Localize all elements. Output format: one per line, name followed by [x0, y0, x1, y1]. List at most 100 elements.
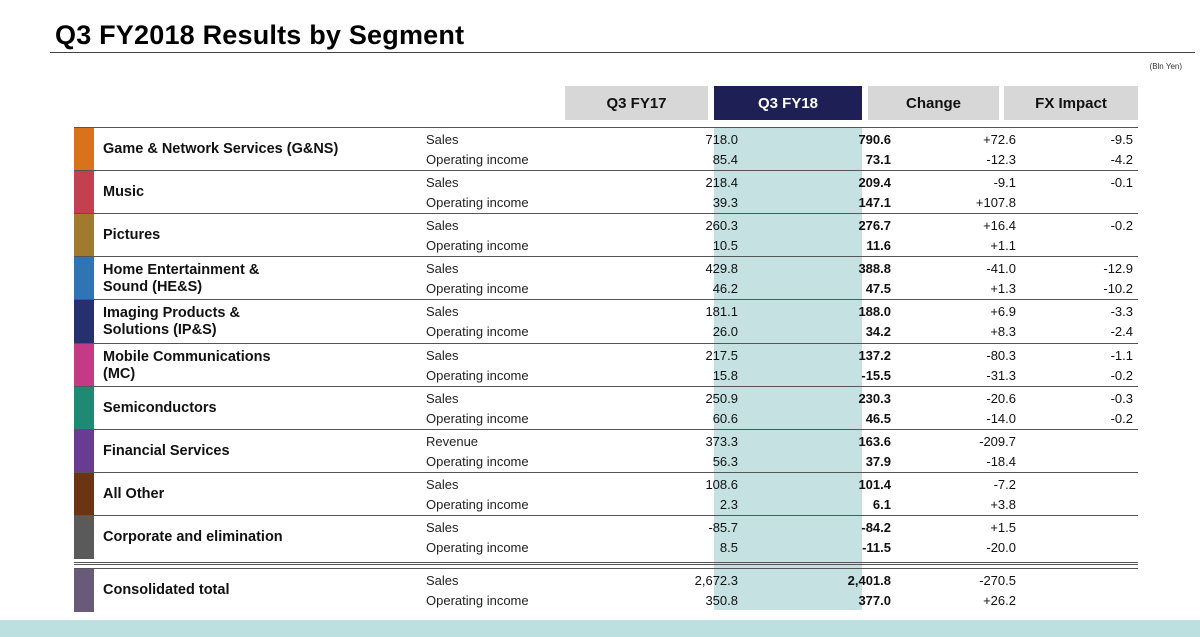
value-fy18: 34.2	[865, 324, 891, 339]
metric-label: Operating income	[426, 497, 529, 512]
segment-color-bar	[74, 344, 94, 387]
segment-name: All Other	[103, 486, 165, 502]
value-fx-impact: -0.2	[1110, 218, 1133, 233]
table-row: Operating income 60.6 46.5 -14.0 -0.2	[426, 408, 1138, 429]
table-row: Sales 217.5 137.2 -80.3 -1.1	[426, 345, 1138, 366]
value-fy17: 39.3	[712, 195, 738, 210]
value-fx-impact: -2.4	[1110, 324, 1133, 339]
value-change: +72.6	[983, 132, 1016, 147]
value-fx-impact: -9.5	[1110, 132, 1133, 147]
value-fy17: 2,672.3	[694, 573, 738, 588]
metric-label: Sales	[426, 520, 459, 535]
value-fy17: 260.3	[705, 218, 738, 233]
metric-label: Operating income	[426, 411, 529, 426]
value-fy18: 2,401.8	[847, 573, 891, 588]
segment-name: Music	[103, 184, 145, 200]
value-fy17: 429.8	[705, 261, 738, 276]
value-fy18: 209.4	[858, 175, 891, 190]
value-fx-impact: -1.1	[1110, 348, 1133, 363]
value-change: +26.2	[983, 593, 1016, 608]
value-fy17: 85.4	[712, 152, 738, 167]
value-fx-impact: -12.9	[1103, 261, 1133, 276]
column-header-fy18: Q3 FY18	[714, 86, 862, 120]
value-fy17: 373.3	[705, 434, 738, 449]
metric-label: Operating income	[426, 454, 529, 469]
value-fy17: 217.5	[705, 348, 738, 363]
value-fy17: 181.1	[705, 304, 738, 319]
value-fy17: 46.2	[712, 281, 738, 296]
value-fy17: 15.8	[712, 368, 738, 383]
metric-label: Operating income	[426, 195, 529, 210]
segment-color-bar	[74, 473, 94, 516]
title-divider	[50, 52, 1195, 53]
value-fy18: 377.0	[858, 593, 891, 608]
table-row: Operating income 56.3 37.9 -18.4	[426, 451, 1138, 472]
value-fy17: 718.0	[705, 132, 738, 147]
value-change: -20.0	[986, 540, 1016, 555]
metric-label: Operating income	[426, 238, 529, 253]
segment-color-bar	[74, 569, 94, 612]
unit-label: (Bln Yen)	[1149, 62, 1182, 71]
table-row: Sales 260.3 276.7 +16.4 -0.2	[426, 215, 1138, 236]
segment-block: Financial Services Revenue 373.3 163.6 -209.…	[74, 429, 1138, 473]
value-fy17: 10.5	[712, 238, 738, 253]
segment-name: Mobile Communications (MC)	[103, 348, 271, 382]
table-row: Operating income 46.2 47.5 +1.3 -10.2	[426, 278, 1138, 299]
value-fy18: 11.6	[866, 238, 891, 253]
table-row: Operating income 350.8 377.0 +26.2	[426, 590, 1138, 611]
segment-block: Consolidated total Sales 2,672.3 2,401.8 -27…	[74, 568, 1138, 612]
table-row: Operating income 39.3 147.1 +107.8	[426, 192, 1138, 213]
metric-label: Sales	[426, 573, 459, 588]
value-change: -41.0	[986, 261, 1016, 276]
value-fy18: 46.5	[865, 411, 891, 426]
fy18-column-band	[714, 127, 862, 610]
segment-name: Imaging Products & Solutions (IP&S)	[103, 304, 240, 338]
value-change: -209.7	[979, 434, 1016, 449]
value-fy18: -11.5	[862, 540, 891, 555]
segment-block: Pictures Sales 260.3 276.7 +16.4 -0.2 Operatin…	[74, 213, 1138, 257]
table-row: Operating income 8.5 -11.5 -20.0	[426, 537, 1138, 558]
value-change: -7.2	[993, 477, 1016, 492]
table-row: Operating income 15.8 -15.5 -31.3 -0.2	[426, 365, 1138, 386]
value-change: +107.8	[975, 195, 1016, 210]
value-change: +3.8	[990, 497, 1016, 512]
table-row: Revenue 373.3 163.6 -209.7	[426, 431, 1138, 452]
value-fy18: 163.6	[858, 434, 891, 449]
segment-color-bar	[74, 128, 94, 171]
metric-label: Operating income	[426, 593, 529, 608]
metric-label: Sales	[426, 175, 459, 190]
value-change: -31.3	[986, 368, 1016, 383]
segment-color-bar	[74, 387, 94, 430]
value-change: -270.5	[979, 573, 1016, 588]
value-fy18: 790.6	[858, 132, 891, 147]
segment-block: Corporate and elimination Sales -85.7 -84.2…	[74, 515, 1138, 559]
column-header-change: Change	[868, 86, 999, 120]
value-change: +1.3	[990, 281, 1016, 296]
value-fy18: 37.9	[865, 454, 891, 469]
value-fy18: 230.3	[858, 391, 891, 406]
value-fx-impact: -0.2	[1110, 368, 1133, 383]
value-fy17: 2.3	[719, 497, 738, 512]
segment-color-bar	[74, 430, 94, 473]
value-change: -80.3	[986, 348, 1016, 363]
value-change: +1.1	[990, 238, 1016, 253]
value-fy18: 47.5	[865, 281, 891, 296]
metric-label: Sales	[426, 132, 459, 147]
table-row: Operating income 85.4 73.1 -12.3 -4.2	[426, 149, 1138, 170]
table-row: Sales 718.0 790.6 +72.6 -9.5	[426, 129, 1138, 150]
metric-label: Revenue	[426, 434, 479, 449]
segment-block: Mobile Communications (MC) Sales 217.5 137.…	[74, 343, 1138, 387]
column-header-fx-impact: FX Impact	[1004, 86, 1138, 120]
table-row: Sales 2,672.3 2,401.8 -270.5	[426, 570, 1138, 591]
value-change: -20.6	[986, 391, 1016, 406]
value-fy18: -84.2	[861, 520, 891, 535]
segment-name: Financial Services	[103, 443, 230, 459]
segment-color-bar	[74, 214, 94, 257]
value-fx-impact: -4.2	[1110, 152, 1133, 167]
metric-label: Sales	[426, 261, 459, 276]
value-change: -9.1	[993, 175, 1016, 190]
value-change: +6.9	[990, 304, 1016, 319]
metric-label: Operating income	[426, 368, 529, 383]
metric-label: Operating income	[426, 152, 529, 167]
segment-color-bar	[74, 300, 94, 343]
